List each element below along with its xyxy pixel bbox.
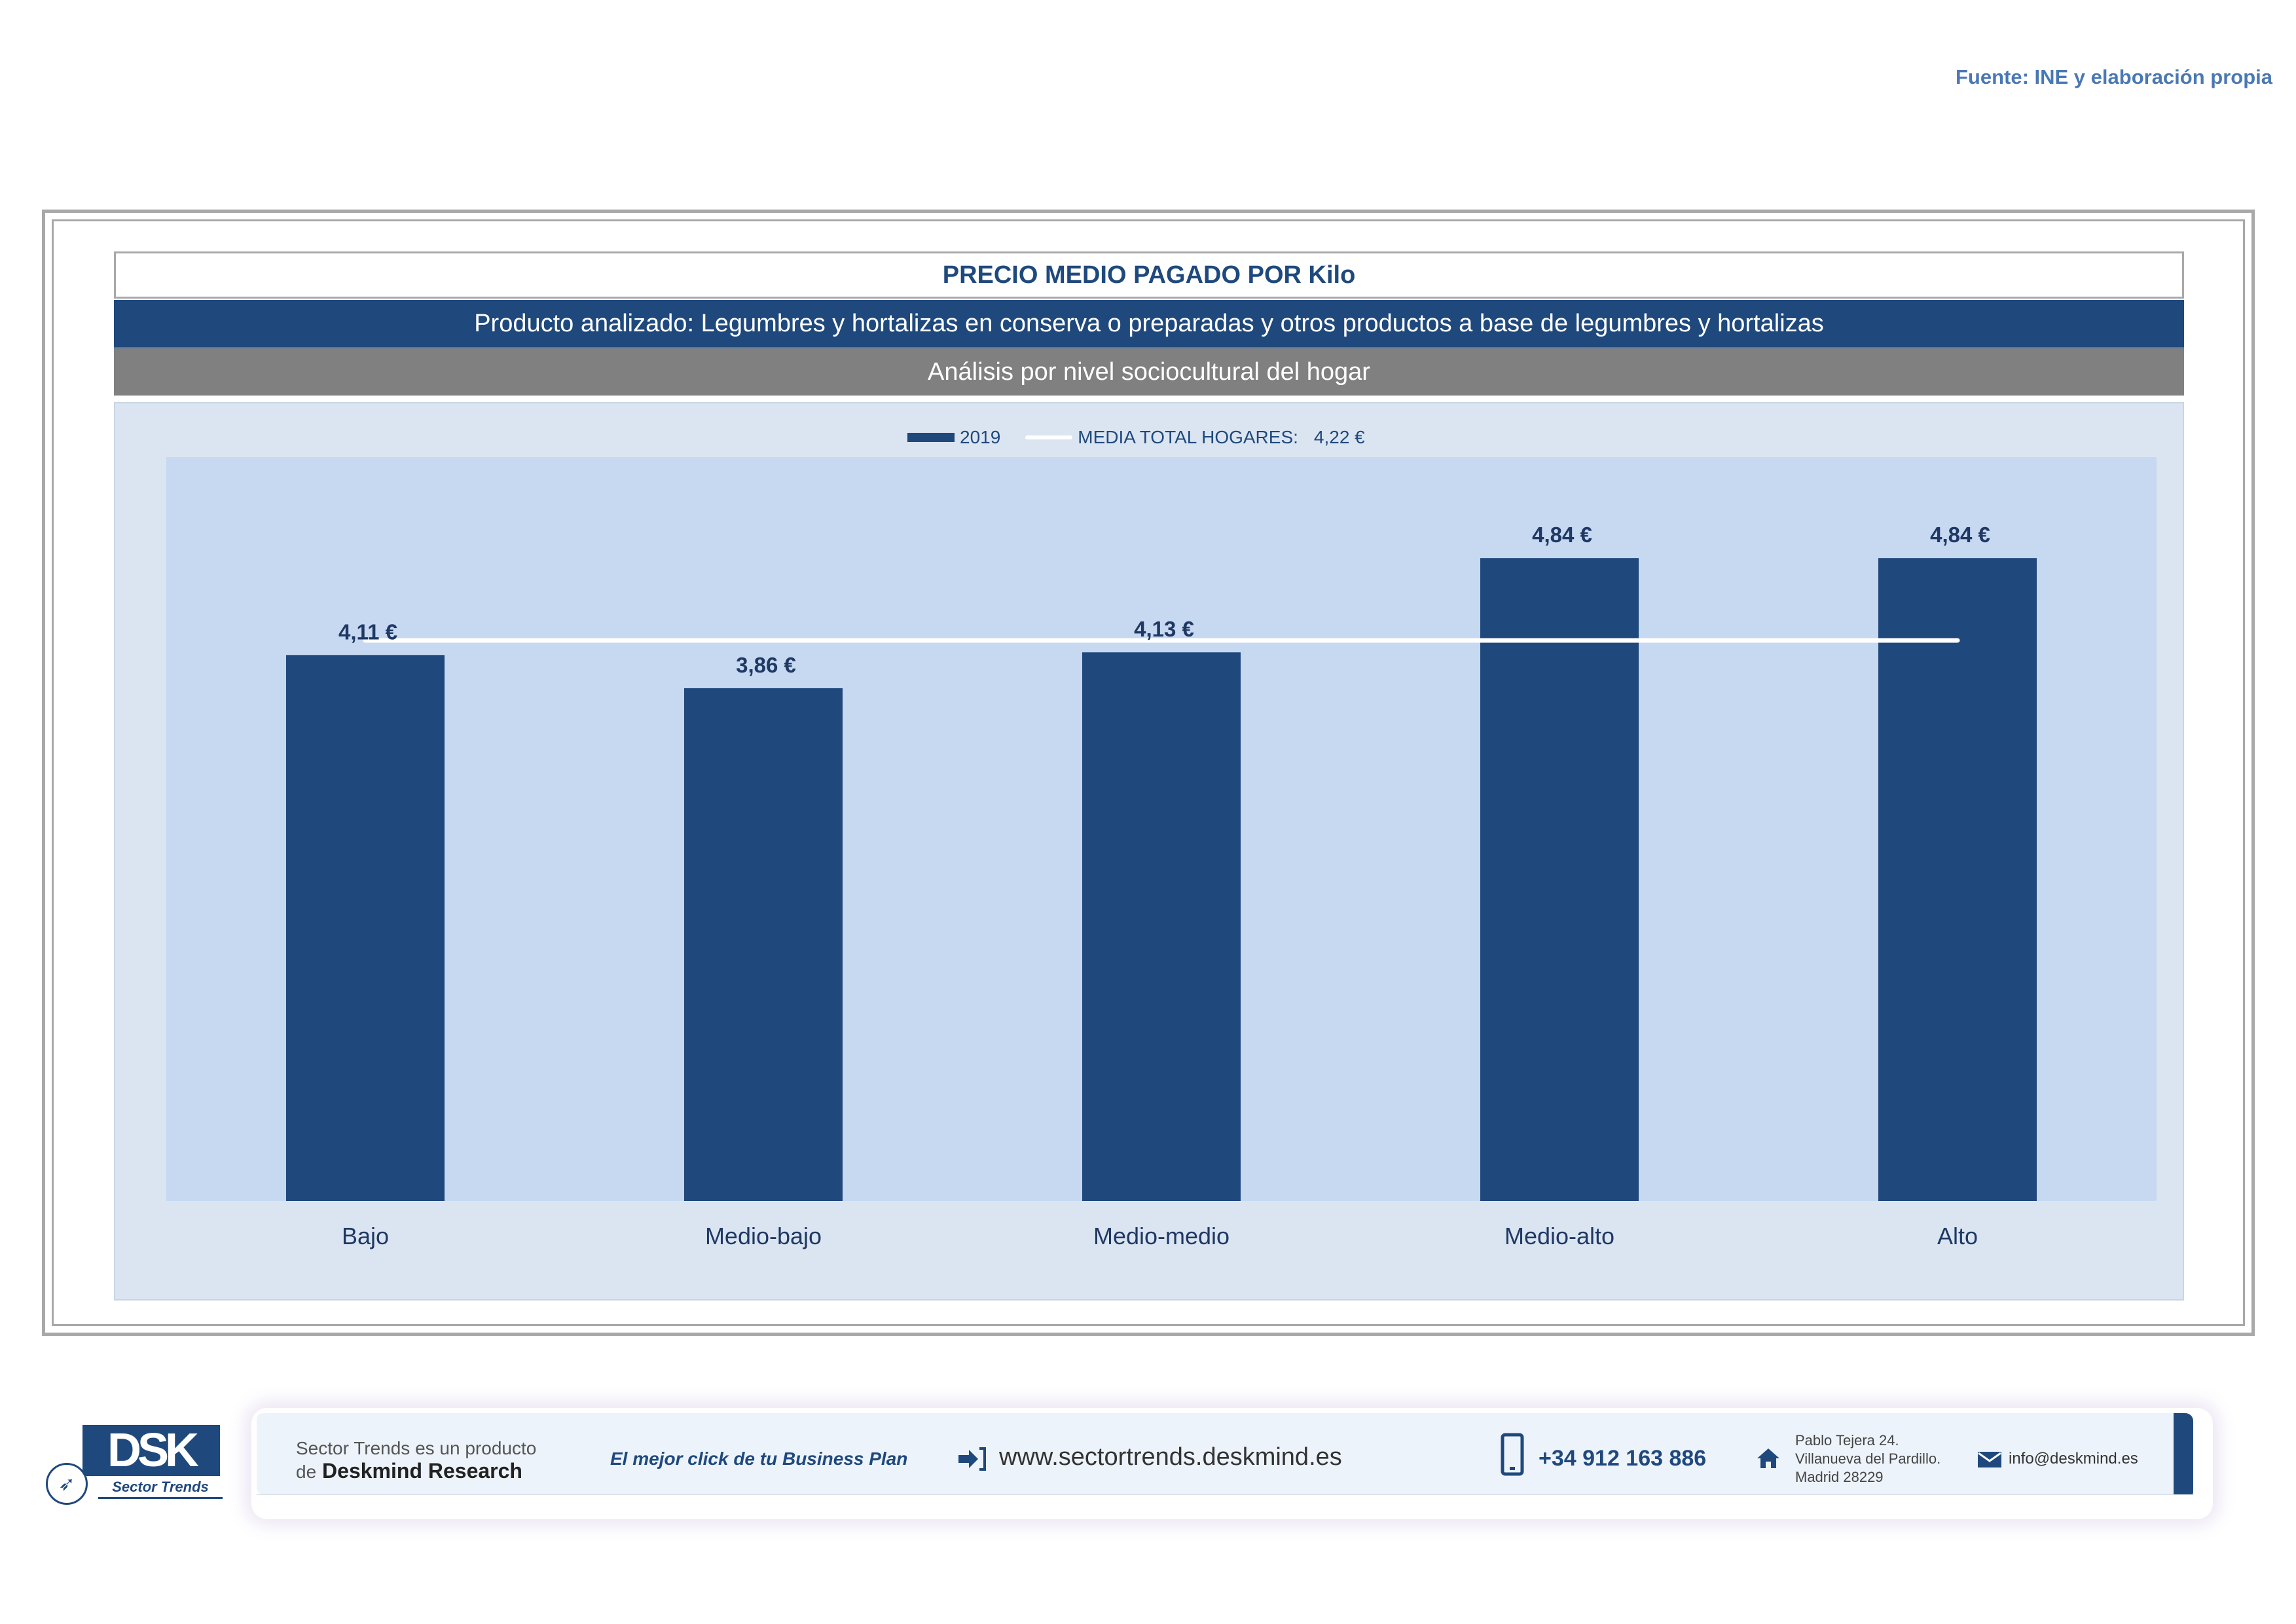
legend-swatch-line bbox=[1025, 435, 1073, 439]
footer-banner-accent bbox=[2174, 1413, 2193, 1500]
category-tick-label: Medio-alto bbox=[1504, 1223, 1614, 1249]
chart-inner-frame bbox=[52, 219, 2245, 1326]
analysis-banner: Análisis por nivel sociocultural del hog… bbox=[114, 348, 2184, 396]
legend-average-label: MEDIA TOTAL HOGARES: bbox=[1078, 427, 1298, 447]
footer-banner: Sector Trends es un producto de Deskmind… bbox=[251, 1408, 2213, 1519]
legend-series-label: 2019 bbox=[960, 427, 1001, 447]
dsk-logo-tagline: Sector Trends bbox=[98, 1479, 223, 1499]
category-tick-label: Medio-medio bbox=[1093, 1223, 1230, 1249]
rocket-icon: ➶ bbox=[46, 1463, 88, 1505]
bar bbox=[286, 655, 445, 1201]
bar bbox=[1878, 558, 2037, 1201]
footer-address-line: Villanueva del Pardillo. bbox=[1795, 1450, 1941, 1467]
footer-address-line: Madrid 28229 bbox=[1795, 1469, 1884, 1485]
footer-banner-body: Sector Trends es un producto de Deskmind… bbox=[257, 1413, 2174, 1494]
bar bbox=[1082, 652, 1241, 1201]
chart-legend: 2019 MEDIA TOTAL HOGARES: 4,22 € bbox=[907, 424, 1390, 451]
footer-slogan: El mejor click de tu Business Plan bbox=[610, 1449, 908, 1469]
bar-value-label: 4,13 € bbox=[1134, 617, 1194, 641]
chart-title: PRECIO MEDIO PAGADO POR Kilo bbox=[114, 251, 2184, 299]
bar-value-label: 4,84 € bbox=[1930, 523, 1990, 547]
bar bbox=[684, 688, 843, 1201]
category-tick-label: Bajo bbox=[342, 1223, 389, 1249]
footer-email[interactable]: info@deskmind.es bbox=[2009, 1450, 2138, 1467]
footer-address-line: Pablo Tejera 24. bbox=[1795, 1432, 1899, 1449]
bar bbox=[1480, 558, 1639, 1201]
footer-phone[interactable]: +34 912 163 886 bbox=[1539, 1446, 1707, 1471]
bar-value-label: 4,84 € bbox=[1532, 523, 1592, 547]
footer-de: de bbox=[296, 1462, 317, 1482]
chart-outer-frame bbox=[42, 210, 2255, 1336]
bar-value-label: 4,11 € bbox=[338, 619, 397, 644]
footer-website-link[interactable]: www.sectortrends.deskmind.es bbox=[999, 1443, 1342, 1471]
legend-item-series: 2019 bbox=[907, 427, 1000, 448]
dsk-logo: DSK ➶ Sector Trends bbox=[46, 1425, 223, 1505]
legend-item-average: MEDIA TOTAL HOGARES: 4,22 € bbox=[1025, 427, 1365, 448]
bar-value-label: 3,86 € bbox=[736, 653, 796, 677]
product-banner: Producto analizado: Legumbres y hortaliz… bbox=[114, 300, 2184, 347]
footer-company-name: Deskmind Research bbox=[322, 1459, 522, 1483]
footer-banner-bottom bbox=[257, 1494, 2193, 1512]
category-tick-label: Alto bbox=[1937, 1223, 1978, 1249]
legend-swatch-bar bbox=[907, 433, 955, 442]
dsk-logo-text: DSK bbox=[82, 1425, 220, 1476]
arrow-login-icon bbox=[958, 1447, 986, 1471]
legend-average-value: 4,22 € bbox=[1313, 427, 1365, 447]
home-icon bbox=[1757, 1449, 1779, 1468]
category-tick-label: Medio-bajo bbox=[705, 1223, 822, 1249]
footer-producto-line: Sector Trends es un producto bbox=[296, 1438, 537, 1458]
envelope-icon bbox=[1978, 1452, 2001, 1467]
phone-icon bbox=[1501, 1433, 1524, 1476]
source-note: Fuente: INE y elaboración propia bbox=[1955, 65, 2272, 88]
footer-company: de Deskmind Research bbox=[296, 1459, 522, 1483]
footer-address: Pablo Tejera 24. Villanueva del Pardillo… bbox=[1795, 1431, 1941, 1486]
